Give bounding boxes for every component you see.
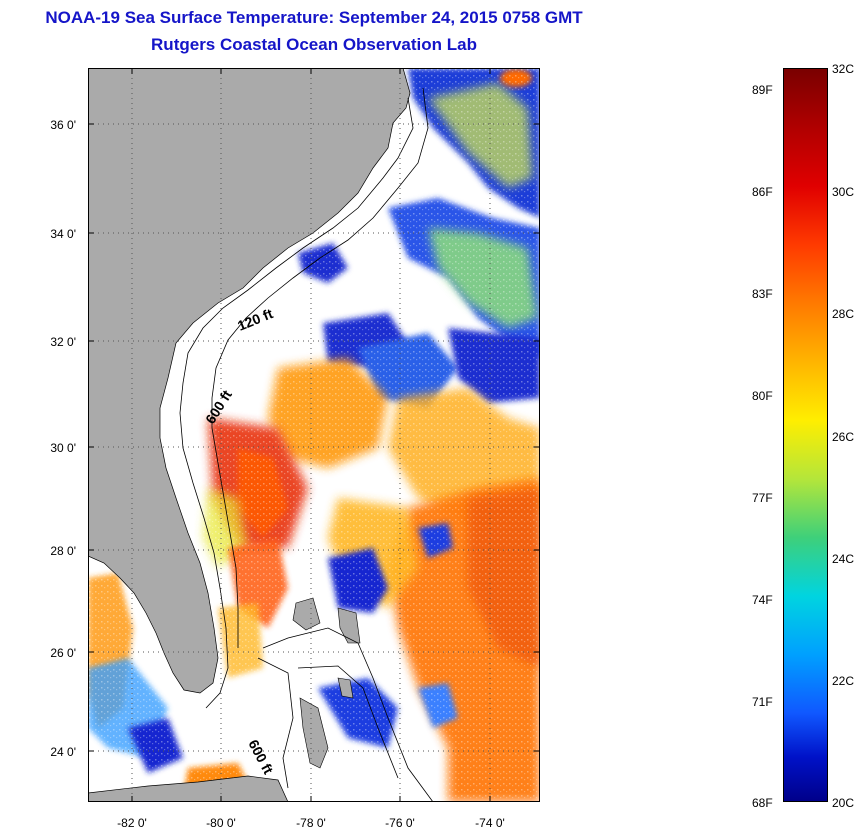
colorbar-celsius-label: 22C: [832, 674, 855, 688]
colorbar-celsius-label: 32C: [832, 62, 855, 76]
colorbar-celsius-label: 26C: [832, 430, 855, 444]
map-title: NOAA-19 Sea Surface Temperature: Septemb…: [45, 8, 583, 27]
colorbar-celsius-label: 28C: [832, 307, 855, 321]
colorbar-fahrenheit-label: 71F: [752, 695, 773, 709]
colorbar-fahrenheit-label: 80F: [752, 389, 773, 403]
lon-tick-label: -76 0': [385, 816, 415, 830]
lat-tick-label: 36 0': [50, 118, 76, 132]
lat-tick-label: 26 0': [50, 646, 76, 660]
colorbar-fahrenheit-label: 83F: [752, 287, 773, 301]
lat-tick-label: 28 0': [50, 544, 76, 558]
lon-tick-label: -80 0': [206, 816, 236, 830]
land: [88, 68, 411, 802]
sst-imagery: [88, 68, 540, 802]
lat-tick-label: 34 0': [50, 227, 76, 241]
lon-tick-label: -78 0': [296, 816, 326, 830]
map-frame: [88, 68, 540, 802]
graticule: [88, 68, 540, 802]
lat-tick-label: 30 0': [50, 441, 76, 455]
temperature-colorbar: [783, 68, 828, 802]
colorbar-celsius-label: 30C: [832, 185, 855, 199]
depth-contours: [179, 87, 434, 802]
sst-map: 120 ft 600 ft 600 ft: [88, 68, 540, 802]
colorbar-fahrenheit-label: 86F: [752, 185, 773, 199]
colorbar-celsius-label: 20C: [832, 796, 855, 810]
lat-tick-label: 24 0': [50, 745, 76, 759]
colorbar-fahrenheit-label: 89F: [752, 83, 773, 97]
colorbar-fahrenheit-label: 74F: [752, 593, 773, 607]
axis-ticks: [88, 68, 540, 802]
colorbar-fahrenheit-label: 77F: [752, 491, 773, 505]
colorbar-fahrenheit-label: 68F: [752, 796, 773, 810]
lat-tick-label: 32 0': [50, 335, 76, 349]
lon-tick-label: -82 0': [117, 816, 147, 830]
lon-tick-label: -74 0': [475, 816, 505, 830]
map-subtitle: Rutgers Coastal Ocean Observation Lab: [151, 35, 477, 54]
colorbar-celsius-label: 24C: [832, 552, 855, 566]
